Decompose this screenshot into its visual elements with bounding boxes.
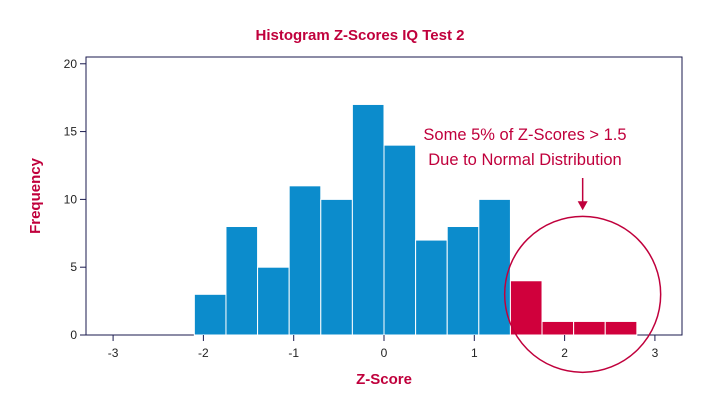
y-tick-label: 15 — [64, 125, 78, 139]
histogram-bar — [478, 198, 511, 336]
annotation-line-1: Some 5% of Z-Scores > 1.5 — [423, 126, 626, 144]
y-axis-ticks: 0 5 10 15 20 — [64, 57, 86, 342]
histogram-bar — [446, 226, 480, 336]
histogram-bar-highlighted — [573, 320, 606, 336]
y-tick-label: 5 — [70, 260, 77, 274]
y-axis-title: Frequency — [27, 157, 44, 234]
histogram-bar — [320, 198, 353, 336]
highlight-circle — [503, 215, 662, 374]
y-tick-label: 0 — [70, 328, 77, 342]
annotation-arrow-head — [577, 201, 588, 211]
histogram-bar — [351, 103, 385, 336]
x-tick-label: 1 — [471, 346, 478, 360]
histogram-bar — [383, 144, 417, 336]
chart-title: Histogram Z-Scores IQ Test 2 — [256, 27, 465, 44]
histogram-bar-highlighted — [604, 320, 638, 336]
x-axis-title: Z-Score — [356, 371, 412, 388]
x-tick-label: -3 — [108, 346, 119, 360]
x-tick-label: -2 — [198, 346, 209, 360]
y-tick-label: 10 — [64, 192, 78, 206]
histogram-bar — [288, 185, 322, 336]
x-tick-label: 3 — [652, 346, 659, 360]
y-tick-label: 20 — [64, 57, 78, 71]
x-axis-ticks: -3 -2 -1 0 1 2 3 — [108, 335, 659, 360]
histogram-bar — [193, 293, 227, 336]
annotation-line-2: Due to Normal Distribution — [428, 151, 622, 169]
histogram-bar — [257, 266, 290, 336]
histogram-bar-highlighted — [509, 280, 543, 336]
histogram-bar — [415, 239, 448, 336]
x-tick-label: 2 — [561, 346, 568, 360]
x-tick-label: 0 — [381, 346, 388, 360]
annotation-group: Some 5% of Z-Scores > 1.5 Due to Normal … — [423, 126, 662, 374]
histogram-bars — [193, 103, 638, 336]
histogram-bar-highlighted — [541, 320, 575, 336]
x-tick-label: -1 — [288, 346, 299, 360]
histogram-bar — [225, 226, 259, 336]
